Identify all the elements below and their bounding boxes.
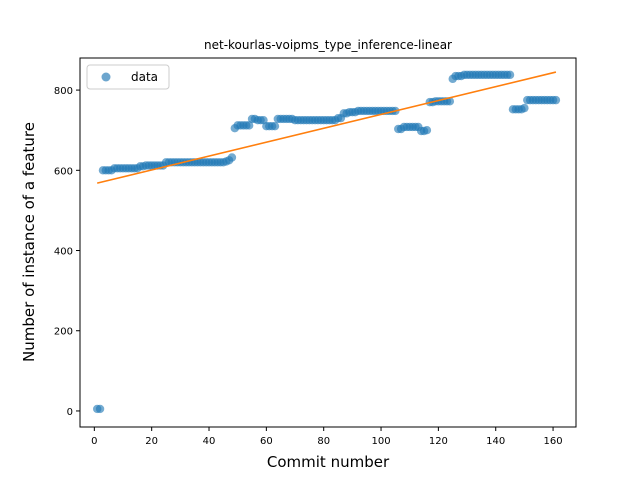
legend-label-data: data — [131, 70, 158, 84]
fit-line — [97, 71, 557, 184]
x-tick-label: 160 — [544, 436, 563, 447]
x-tick-label: 100 — [371, 436, 390, 447]
x-tick-label: 80 — [317, 436, 330, 447]
legend: data — [86, 64, 170, 90]
marks-layer — [93, 70, 561, 414]
data-point — [227, 153, 237, 162]
x-tick-label: 40 — [203, 436, 216, 447]
x-tick-label: 0 — [91, 436, 97, 447]
x-tick-label: 60 — [260, 436, 273, 447]
x-axis-title: Commit number — [267, 453, 390, 471]
plot-background — [80, 58, 576, 427]
y-tick-label: 0 — [67, 407, 73, 418]
y-tick-label: 600 — [54, 166, 73, 177]
legend-marker-data — [101, 72, 111, 82]
data-point — [551, 95, 561, 105]
chart-title: net-kourlas-voipms_type_inference-linear — [204, 38, 452, 52]
data-point — [505, 70, 515, 80]
y-axis-title: Number of instance of a feature — [20, 122, 38, 362]
y-tick-label: 800 — [54, 86, 73, 97]
data-point — [244, 121, 254, 130]
plot-frame — [79, 57, 577, 428]
data-point — [270, 121, 280, 131]
ticks-layer: 0 20 40 60 80 100 120 140 160 0 200 400 600 800 — [54, 86, 563, 447]
x-tick-label: 20 — [145, 436, 158, 447]
data-point — [445, 97, 455, 106]
y-tick-label: 200 — [54, 327, 73, 338]
y-tick-label: 400 — [54, 247, 73, 258]
data-point — [422, 125, 432, 135]
x-tick-label: 120 — [429, 436, 448, 447]
data-point — [95, 404, 105, 414]
data-point — [520, 103, 529, 113]
legend-box — [86, 64, 170, 90]
x-tick-label: 140 — [486, 436, 505, 447]
